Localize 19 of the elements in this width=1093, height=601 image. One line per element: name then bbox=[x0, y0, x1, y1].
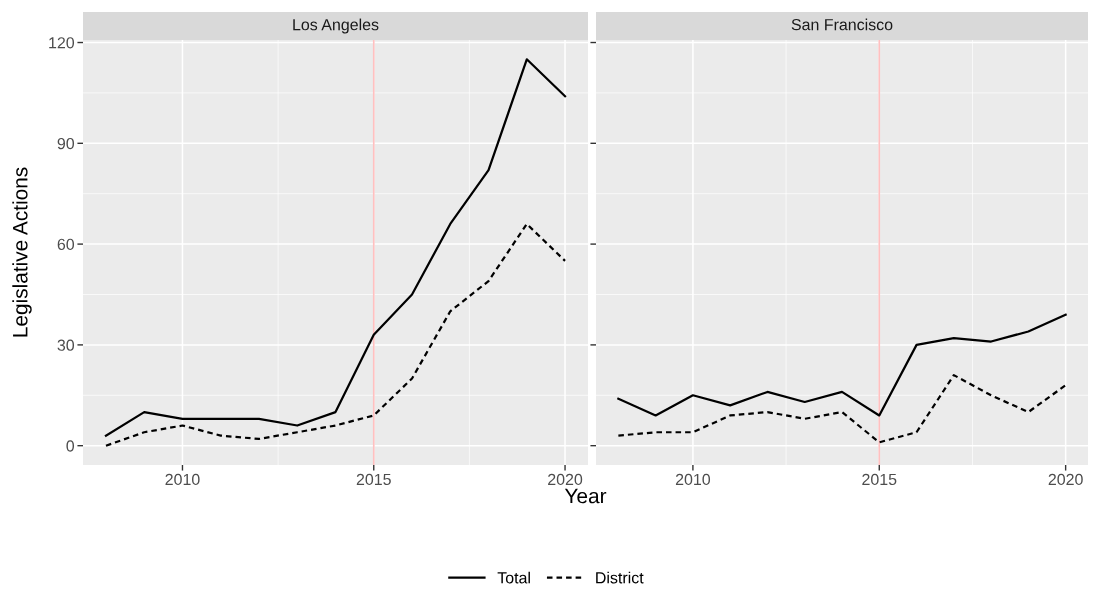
line-series bbox=[104, 222, 567, 447]
y-tick-label: 90 bbox=[57, 137, 75, 150]
chart-title: San Francisco bbox=[791, 18, 893, 31]
x-tick-label: 2015 bbox=[356, 473, 391, 486]
y-tick-label: 30 bbox=[57, 339, 75, 351]
y-axis-title: Legislative Actions bbox=[12, 167, 32, 337]
y-tick-label: 120 bbox=[49, 37, 75, 49]
chart-title: Los Angeles bbox=[293, 18, 379, 34]
legend-label: Total bbox=[497, 571, 530, 584]
x-tick-label: 2020 bbox=[1048, 473, 1083, 486]
x-axis-title: Year bbox=[564, 488, 607, 504]
legend-label: District bbox=[596, 571, 644, 584]
y-tick-label: 0 bbox=[66, 440, 75, 452]
x-tick-label: 2010 bbox=[675, 473, 711, 486]
x-tick-label: 2010 bbox=[165, 473, 200, 486]
line-series bbox=[104, 58, 567, 437]
x-tick-label: 2020 bbox=[548, 473, 583, 486]
y-tick-label: 60 bbox=[57, 238, 75, 251]
x-tick-label: 2015 bbox=[862, 473, 897, 486]
